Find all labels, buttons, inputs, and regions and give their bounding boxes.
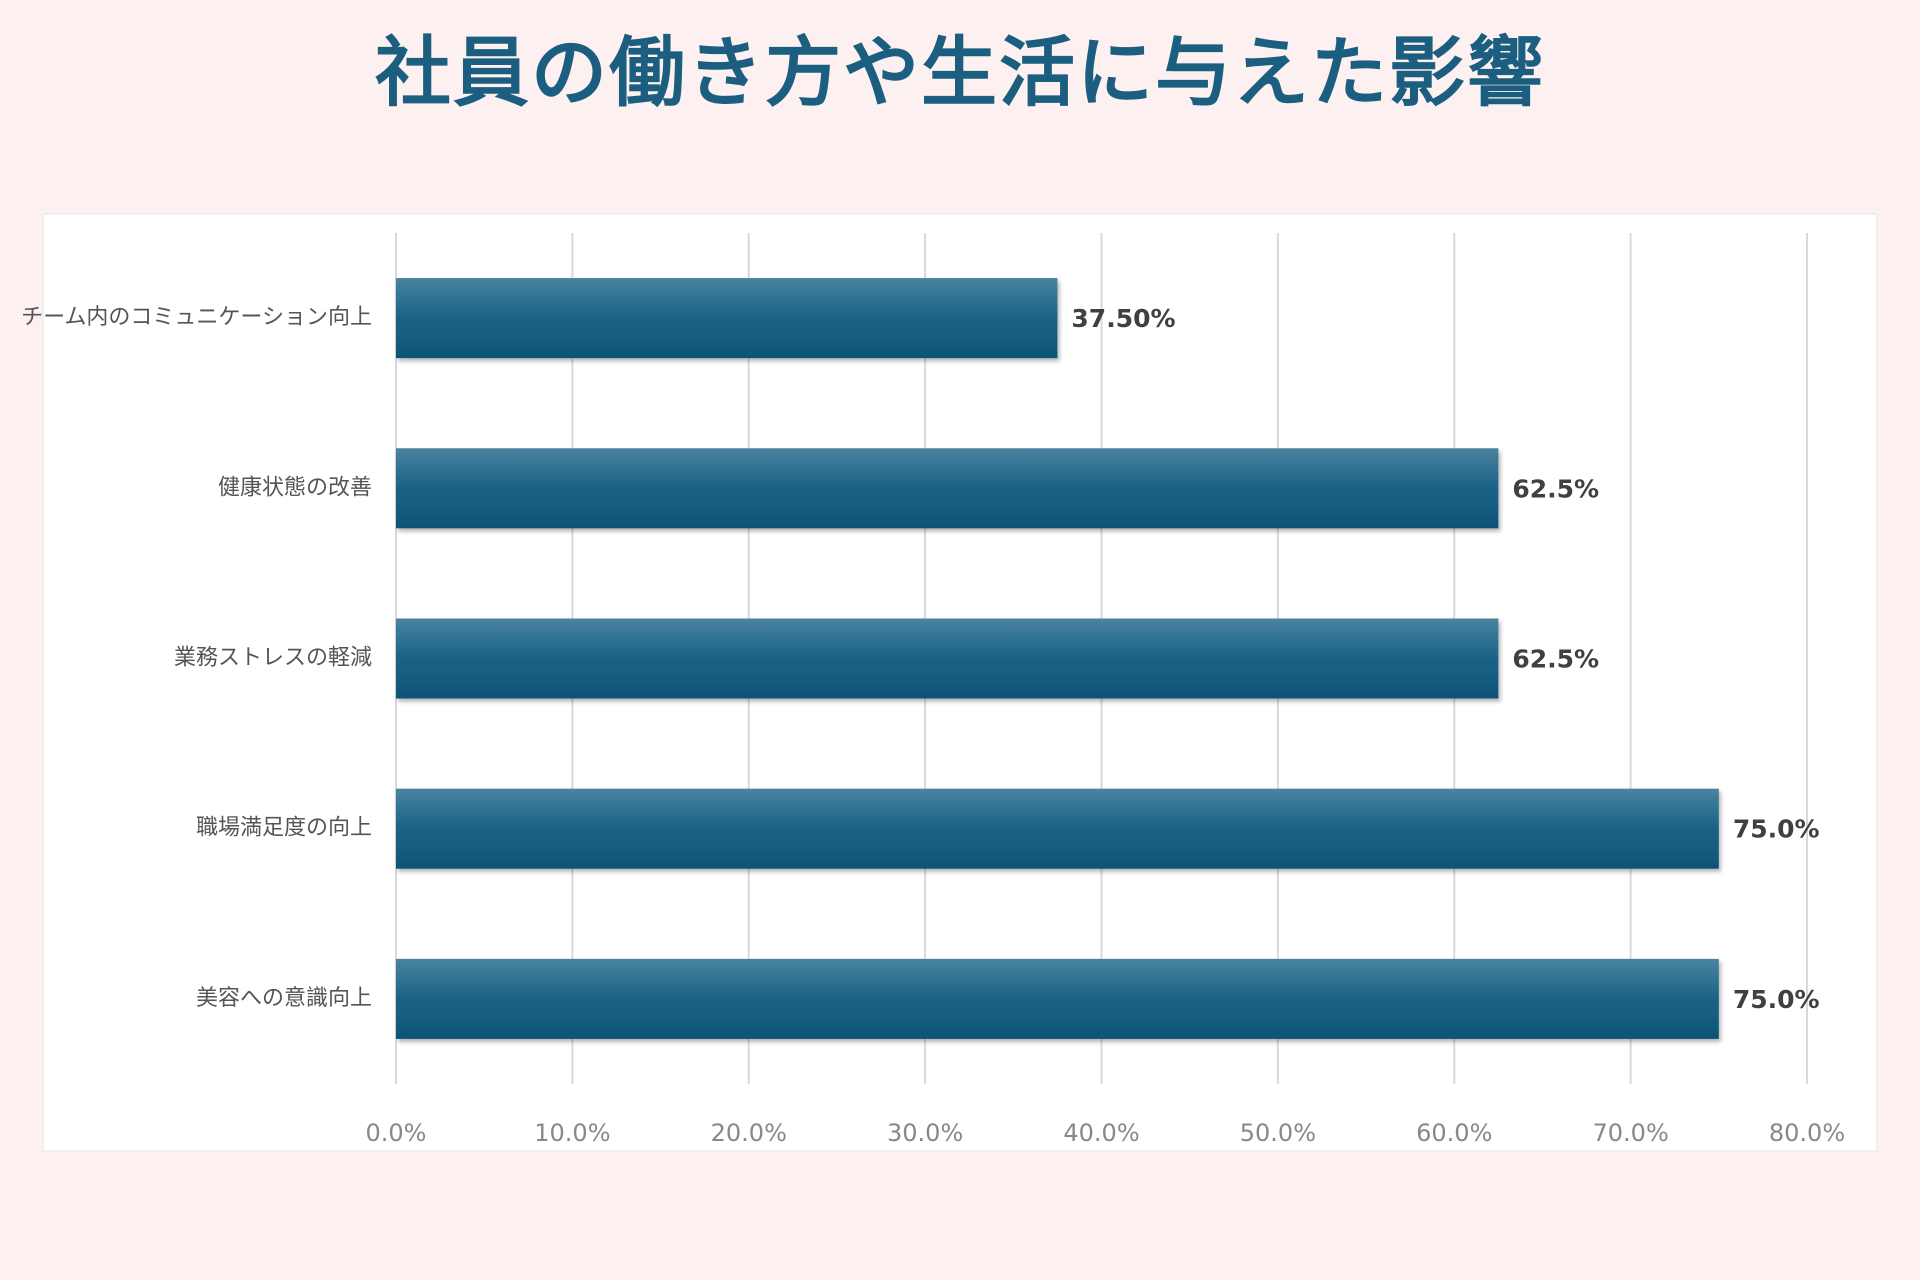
x-tick-label: 70.0% (1593, 1119, 1669, 1147)
value-label: 75.0% (1733, 815, 1820, 844)
bar (396, 958, 1719, 1039)
y-tick-label: 業務ストレスの軽減 (174, 646, 372, 671)
x-tick-label: 10.0% (534, 1119, 610, 1147)
x-tick-label: 60.0% (1416, 1119, 1492, 1147)
value-label: 62.5% (1512, 645, 1599, 674)
x-tick-label: 40.0% (1063, 1119, 1139, 1147)
y-tick-label: 職場満足度の向上 (196, 816, 372, 841)
value-label: 37.50% (1071, 304, 1175, 333)
chart-title: 社員の働き方や生活に与えた影響 (375, 28, 1545, 117)
y-tick-label: 健康状態の改善 (218, 475, 372, 500)
bar (396, 278, 1058, 359)
bar (396, 788, 1719, 869)
x-tick-label: 50.0% (1240, 1119, 1316, 1147)
x-tick-label: 80.0% (1769, 1119, 1845, 1147)
x-tick-label: 20.0% (711, 1119, 787, 1147)
x-tick-label: 30.0% (887, 1119, 963, 1147)
bar (396, 618, 1499, 699)
x-tick-label: 0.0% (366, 1119, 427, 1147)
value-label: 75.0% (1733, 985, 1820, 1014)
value-label: 62.5% (1512, 474, 1599, 503)
y-tick-label: 美容への意識向上 (196, 986, 372, 1011)
bar (396, 448, 1499, 529)
y-tick-label: チーム内のコミュニケーション向上 (21, 305, 372, 330)
